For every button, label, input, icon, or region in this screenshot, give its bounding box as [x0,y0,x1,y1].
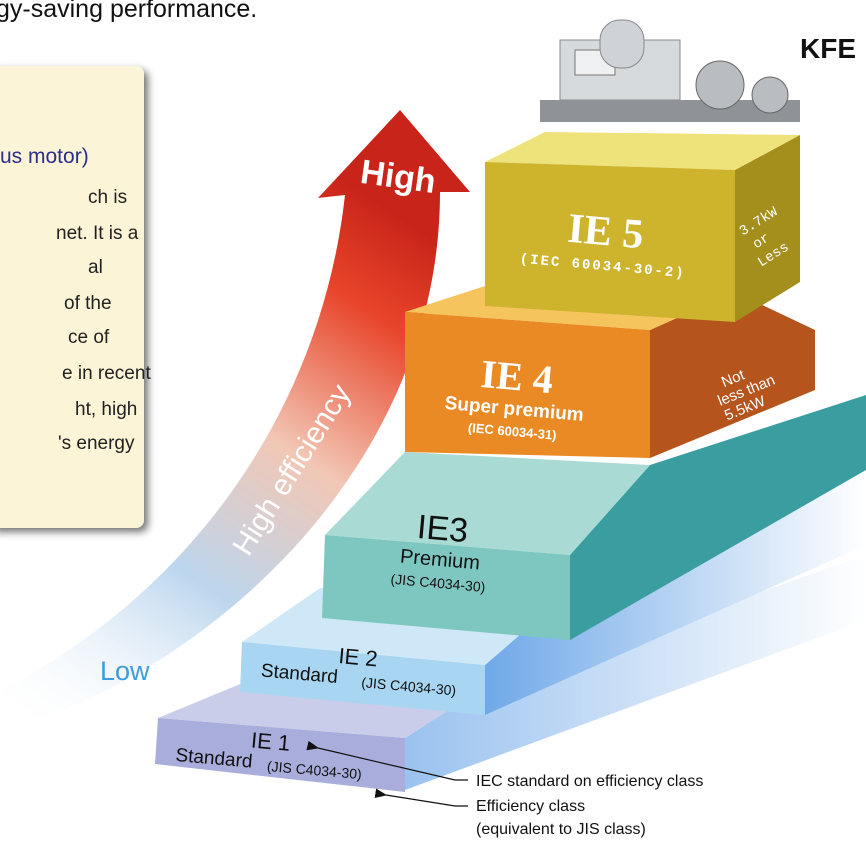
intro-line: al [88,257,103,278]
pump-tank [600,20,644,68]
intro-line: ch is [88,187,127,208]
intro-line: net. It is a [56,223,139,244]
infographic: gy-saving performance. us motor) ch is n… [0,0,866,841]
pump-motor [696,61,744,109]
step-class: IE 2 [338,643,379,671]
intro-line: of the [64,293,112,314]
intro-line: ce of [68,327,110,348]
annotation: Efficiency class [476,798,585,815]
pump-image [540,20,800,122]
annotation-arrow [386,795,468,806]
intro-line: 's energy [58,433,135,454]
step-class: IE 4 [479,351,555,402]
step-class: IE 5 [566,206,646,258]
intro-line: us motor) [0,145,89,168]
annotation: (equivalent to JIS class) [476,821,646,838]
step-class: IE 1 [250,727,291,755]
annotation: IEC standard on efficiency class [476,773,703,790]
logo: KFE [800,33,856,64]
intro-line: e in recent [62,363,151,384]
step-class: IE3 [416,508,470,550]
arrow-low: Low [100,656,150,686]
intro-line: ht, high [75,399,137,420]
tagline: gy-saving performance. [0,0,257,23]
pump-motor [752,77,788,113]
